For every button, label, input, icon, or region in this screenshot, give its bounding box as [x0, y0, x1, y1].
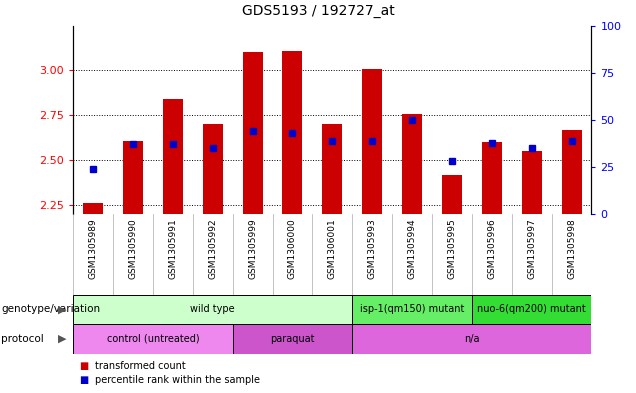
Bar: [482, 142, 502, 214]
Text: GSM1305993: GSM1305993: [368, 218, 377, 279]
Bar: [282, 51, 302, 214]
Text: genotype/variation: genotype/variation: [1, 305, 100, 314]
Text: ■: ■: [80, 375, 89, 385]
Text: GDS5193 / 192727_at: GDS5193 / 192727_at: [242, 4, 394, 18]
Text: GSM1306000: GSM1306000: [288, 218, 297, 279]
Text: isp-1(qm150) mutant: isp-1(qm150) mutant: [360, 305, 464, 314]
Text: GSM1305989: GSM1305989: [88, 218, 97, 279]
Text: percentile rank within the sample: percentile rank within the sample: [95, 375, 260, 385]
Bar: [83, 204, 103, 214]
Bar: [322, 124, 342, 214]
Text: ▶: ▶: [59, 334, 67, 344]
Text: control (untreated): control (untreated): [107, 334, 199, 344]
Text: paraquat: paraquat: [270, 334, 315, 344]
Text: GSM1305998: GSM1305998: [567, 218, 576, 279]
Bar: [73, 324, 233, 354]
Text: ■: ■: [80, 361, 89, 371]
Bar: [562, 130, 581, 214]
Text: GSM1305997: GSM1305997: [527, 218, 536, 279]
Bar: [123, 141, 143, 214]
Text: ▶: ▶: [59, 305, 67, 314]
Text: GSM1305991: GSM1305991: [169, 218, 177, 279]
Bar: [203, 124, 223, 214]
Text: GSM1305990: GSM1305990: [128, 218, 137, 279]
Text: nuo-6(qm200) mutant: nuo-6(qm200) mutant: [477, 305, 586, 314]
Text: GSM1305992: GSM1305992: [208, 218, 217, 279]
Bar: [442, 174, 462, 214]
Text: n/a: n/a: [464, 334, 480, 344]
Text: GSM1306001: GSM1306001: [328, 218, 337, 279]
Text: protocol: protocol: [1, 334, 44, 344]
Text: GSM1305996: GSM1305996: [487, 218, 496, 279]
Text: GSM1305994: GSM1305994: [408, 218, 417, 279]
Bar: [163, 99, 183, 214]
Bar: [352, 295, 472, 324]
Text: transformed count: transformed count: [95, 361, 186, 371]
Bar: [402, 114, 422, 214]
Bar: [522, 151, 542, 214]
Text: GSM1305995: GSM1305995: [448, 218, 457, 279]
Bar: [472, 295, 591, 324]
Bar: [73, 295, 352, 324]
Bar: [233, 324, 352, 354]
Text: wild type: wild type: [190, 305, 235, 314]
Bar: [352, 324, 591, 354]
Bar: [363, 69, 382, 214]
Bar: [242, 53, 263, 214]
Text: GSM1305999: GSM1305999: [248, 218, 257, 279]
